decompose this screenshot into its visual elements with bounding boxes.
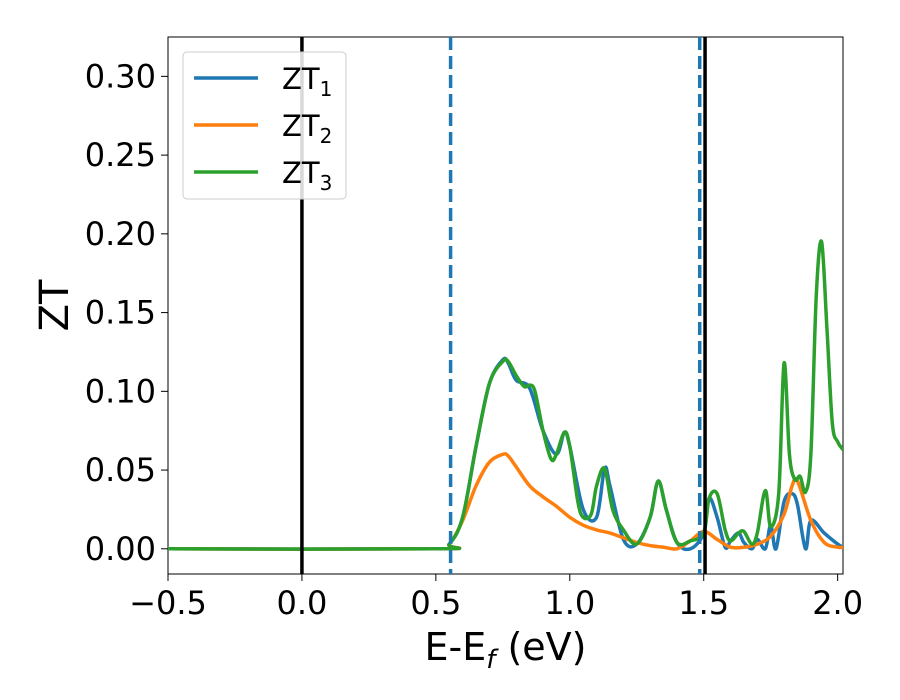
legend-label-zt3: ZT3 <box>282 156 332 195</box>
x-tick-label: 0.0 <box>276 584 327 622</box>
y-tick-label: 0.25 <box>85 136 156 174</box>
y-tick-label: 0.00 <box>85 530 156 568</box>
x-tick-label: 1.5 <box>678 584 729 622</box>
legend-label-zt2: ZT2 <box>282 109 332 148</box>
y-tick-label: 0.20 <box>85 215 156 253</box>
reference-lines <box>300 37 707 574</box>
legend: ZT1 ZT2 ZT3 <box>182 51 347 200</box>
x-axis-label-unit: (eV) <box>495 625 586 669</box>
y-tick-label: 0.30 <box>85 57 156 95</box>
y-tick-label: 0.15 <box>85 294 156 332</box>
x-axis-label-main: E-E <box>425 625 487 669</box>
x-tick-label: 1.0 <box>544 584 595 622</box>
legend-frame <box>182 51 347 200</box>
series-line-zt3 <box>168 239 843 551</box>
x-axis-label: E-Ef (eV) <box>425 625 587 675</box>
x-tick-label: −0.5 <box>129 584 207 622</box>
y-tick-label: 0.10 <box>85 372 156 410</box>
y-axis: 0.00 0.05 0.10 0.15 0.20 0.25 0.30 <box>85 57 168 568</box>
x-tick-label: 0.5 <box>410 584 461 622</box>
plot-frame <box>167 36 844 575</box>
legend-label-zt1: ZT1 <box>282 62 332 101</box>
y-axis-label: ZT <box>32 279 78 331</box>
series-layer <box>168 239 843 552</box>
x-axis: −0.5 0.0 0.5 1.0 1.5 2.0 <box>129 574 863 622</box>
y-tick-label: 0.05 <box>85 451 156 489</box>
x-tick-label: 2.0 <box>812 584 863 622</box>
